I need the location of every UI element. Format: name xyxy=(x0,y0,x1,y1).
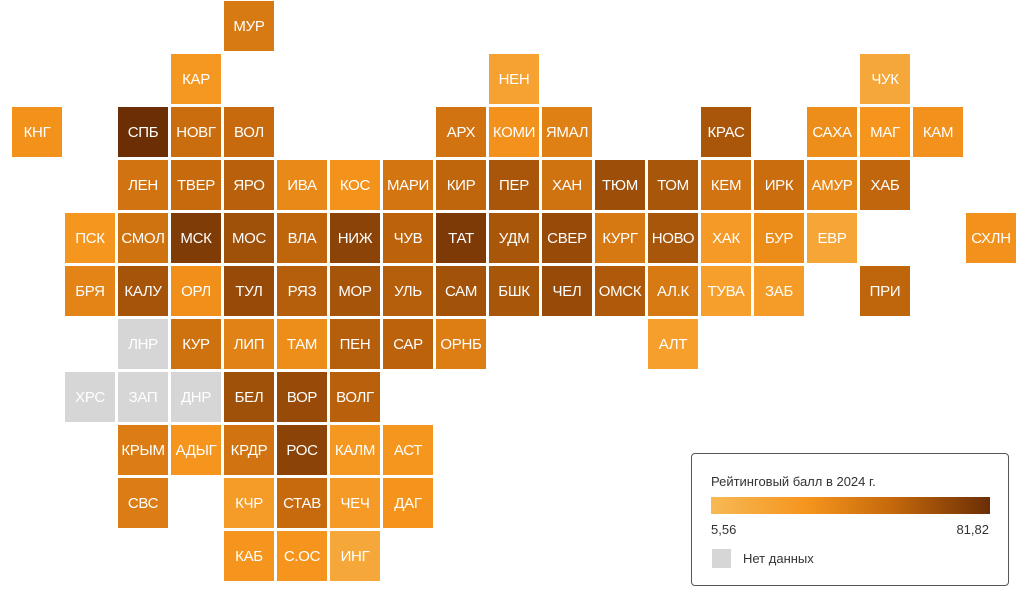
region-tile: МАРИ xyxy=(383,160,433,210)
legend-max-value: 81,82 xyxy=(956,522,989,537)
region-tile: ЗАБ xyxy=(754,266,804,316)
region-tile: ПЕР xyxy=(489,160,539,210)
region-tile: УЛЬ xyxy=(383,266,433,316)
region-tile: С.ОС xyxy=(277,531,327,581)
region-tile: ОМСК xyxy=(595,266,645,316)
region-tile: КРДР xyxy=(224,425,274,475)
region-tile: БШК xyxy=(489,266,539,316)
region-tile: КНГ xyxy=(12,107,62,157)
region-tile: ТОМ xyxy=(648,160,698,210)
region-tile: МАГ xyxy=(860,107,910,157)
region-tile: ИВА xyxy=(277,160,327,210)
region-tile: НОВГ xyxy=(171,107,221,157)
region-tile: КАБ xyxy=(224,531,274,581)
region-tile: ЧУВ xyxy=(383,213,433,263)
region-tile: ЧУК xyxy=(860,54,910,104)
region-tile: СТАВ xyxy=(277,478,327,528)
region-tile: ТАМ xyxy=(277,319,327,369)
region-tile: ИРК xyxy=(754,160,804,210)
region-tile: КЧР xyxy=(224,478,274,528)
region-tile: КАЛМ xyxy=(330,425,380,475)
legend-title: Рейтинговый балл в 2024 г. xyxy=(711,474,876,489)
region-tile: ПРИ xyxy=(860,266,910,316)
region-tile: КЕМ xyxy=(701,160,751,210)
region-tile: ХАБ xyxy=(860,160,910,210)
region-tile: СВЕР xyxy=(542,213,592,263)
region-tile: НЕН xyxy=(489,54,539,104)
map-legend: Рейтинговый балл в 2024 г. 5,56 81,82 Не… xyxy=(691,453,1009,586)
region-tile: РОС xyxy=(277,425,327,475)
region-tile: КОС xyxy=(330,160,380,210)
region-tile: ПСК xyxy=(65,213,115,263)
region-tile: КРЫМ xyxy=(118,425,168,475)
region-tile: ОРНБ xyxy=(436,319,486,369)
region-tile: ЯРО xyxy=(224,160,274,210)
region-tile: ЕВР xyxy=(807,213,857,263)
region-tile: ТЮМ xyxy=(595,160,645,210)
region-tile: НИЖ xyxy=(330,213,380,263)
region-tile: ХАК xyxy=(701,213,751,263)
region-tile: КУР xyxy=(171,319,221,369)
region-tile: ЧЕЧ xyxy=(330,478,380,528)
region-tile: СПБ xyxy=(118,107,168,157)
region-tile: АЛ.К xyxy=(648,266,698,316)
region-tile: КАМ xyxy=(913,107,963,157)
region-tile: МОР xyxy=(330,266,380,316)
region-tile: РЯЗ xyxy=(277,266,327,316)
region-tile: БРЯ xyxy=(65,266,115,316)
region-tile: КУРГ xyxy=(595,213,645,263)
region-tile: ТАТ xyxy=(436,213,486,263)
region-tile: КОМИ xyxy=(489,107,539,157)
region-tile: АЛТ xyxy=(648,319,698,369)
region-tile: АРХ xyxy=(436,107,486,157)
region-tile: СХЛН xyxy=(966,213,1016,263)
region-tile: САХА xyxy=(807,107,857,157)
region-tile: ОРЛ xyxy=(171,266,221,316)
region-tile: СМОЛ xyxy=(118,213,168,263)
region-tile: САР xyxy=(383,319,433,369)
region-tile: ЛИП xyxy=(224,319,274,369)
region-tile: КИР xyxy=(436,160,486,210)
region-tile: БЕЛ xyxy=(224,372,274,422)
region-tile: УДМ xyxy=(489,213,539,263)
region-tile: САМ xyxy=(436,266,486,316)
region-tile: АДЫГ xyxy=(171,425,221,475)
region-tile: ЛЕН xyxy=(118,160,168,210)
region-tile: ДНР xyxy=(171,372,221,422)
region-tile: МОС xyxy=(224,213,274,263)
region-tile: КАР xyxy=(171,54,221,104)
region-tile: МСК xyxy=(171,213,221,263)
region-tile: КРАС xyxy=(701,107,751,157)
region-tile: ДАГ xyxy=(383,478,433,528)
region-tile: АМУР xyxy=(807,160,857,210)
region-tile: ЯМАЛ xyxy=(542,107,592,157)
region-tile: МУР xyxy=(224,1,274,51)
region-tile: НОВО xyxy=(648,213,698,263)
region-tile: ЛНР xyxy=(118,319,168,369)
region-tile: АСТ xyxy=(383,425,433,475)
region-tile: ТУЛ xyxy=(224,266,274,316)
legend-min-value: 5,56 xyxy=(711,522,737,537)
region-tile: ЗАП xyxy=(118,372,168,422)
legend-color-scale xyxy=(711,497,990,514)
no-data-label: Нет данных xyxy=(743,551,814,566)
region-tile: ХАН xyxy=(542,160,592,210)
region-tile: БУР xyxy=(754,213,804,263)
region-tile: ХРС xyxy=(65,372,115,422)
region-tile: ТВЕР xyxy=(171,160,221,210)
region-tile: СВС xyxy=(118,478,168,528)
region-tile: ЧЕЛ xyxy=(542,266,592,316)
region-tile: ТУВА xyxy=(701,266,751,316)
region-tile: ВЛА xyxy=(277,213,327,263)
region-tile: ИНГ xyxy=(330,531,380,581)
region-tile: ПЕН xyxy=(330,319,380,369)
region-tile: ВОР xyxy=(277,372,327,422)
region-tile: ВОЛГ xyxy=(330,372,380,422)
region-tile: ВОЛ xyxy=(224,107,274,157)
region-tile: КАЛУ xyxy=(118,266,168,316)
no-data-swatch xyxy=(712,549,731,568)
